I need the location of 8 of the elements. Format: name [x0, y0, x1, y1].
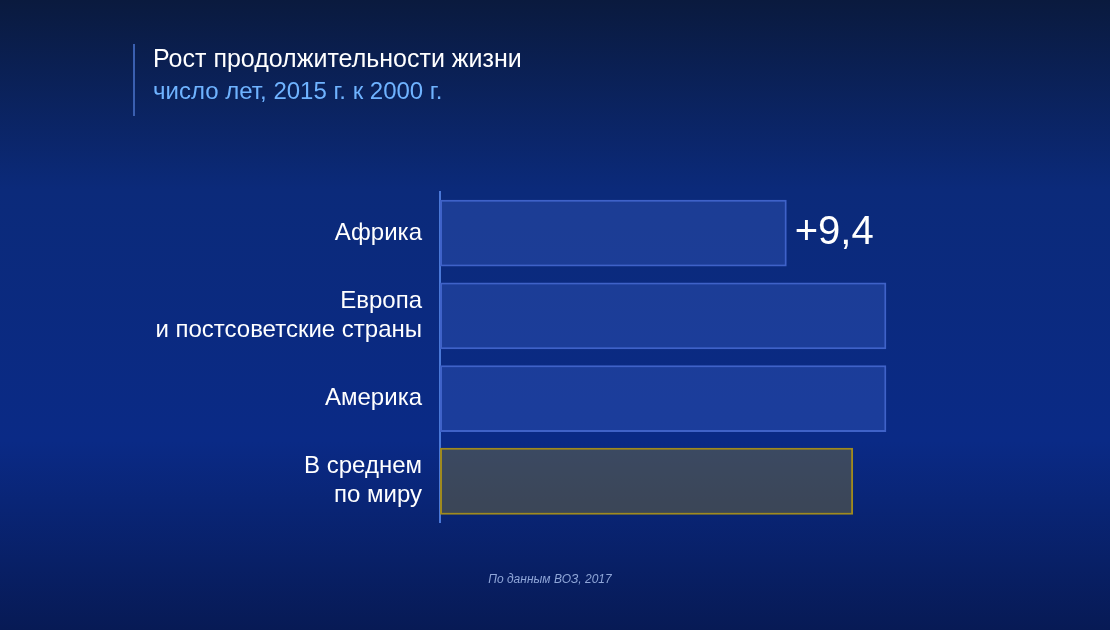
y-tick-label: Европа и постсоветские страны [155, 286, 423, 342]
chart-subtitle: число лет, 2015 г. к 2000 г. [153, 77, 444, 105]
chart-title: Рост продолжительности жизни [153, 44, 522, 73]
y-tick-label: Африка [334, 217, 423, 245]
y-tick-label: Америка [325, 383, 423, 411]
data-label: +9,4 [794, 208, 874, 253]
text: По данным ВОЗ, 2017 [487, 572, 613, 586]
y-tick-label: В среднем по миру [304, 451, 422, 508]
